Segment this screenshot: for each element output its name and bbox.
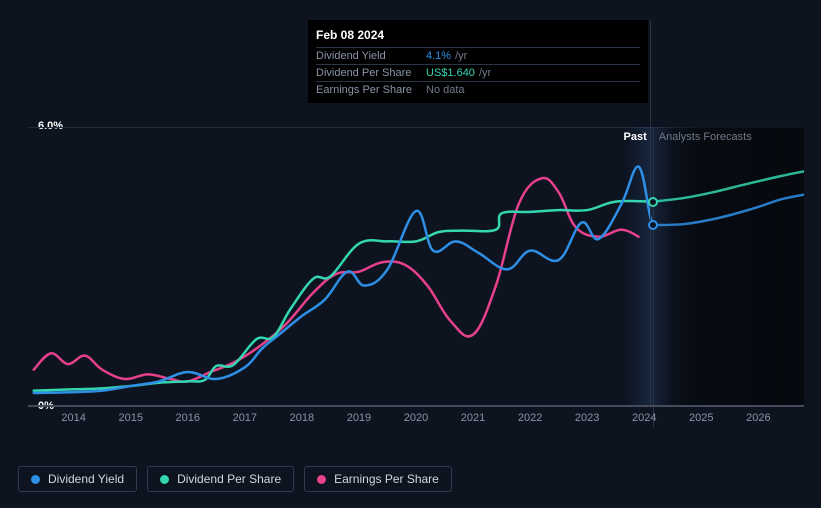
x-tick-label: 2014 — [61, 412, 85, 424]
legend-swatch — [317, 475, 326, 484]
tooltip-row-value: No data — [426, 84, 465, 96]
legend-item[interactable]: Dividend Per Share — [147, 466, 294, 492]
dividend-chart[interactable]: 6.0%0% Past Analysts Forecasts 201420152… — [18, 107, 804, 447]
tooltip-row-label: Dividend Per Share — [316, 67, 426, 79]
series-line — [34, 201, 653, 391]
x-tick-label: 2021 — [461, 412, 485, 424]
series-marker — [648, 197, 658, 207]
legend-swatch — [160, 475, 169, 484]
series-marker — [648, 220, 658, 230]
legend-item[interactable]: Earnings Per Share — [304, 466, 452, 492]
tooltip-row-value: 4.1%/yr — [426, 50, 467, 62]
tooltip-row: Dividend Per ShareUS$1.640/yr — [316, 64, 640, 81]
tooltip-row-label: Earnings Per Share — [316, 84, 426, 96]
x-tick-label: 2016 — [176, 412, 200, 424]
plot-area[interactable]: Past Analysts Forecasts — [28, 127, 804, 407]
x-tick-label: 2024 — [632, 412, 656, 424]
x-tick-label: 2023 — [575, 412, 599, 424]
series-line — [34, 167, 653, 393]
forecast-label: Analysts Forecasts — [653, 131, 752, 143]
legend: Dividend Yield Dividend Per Share Earnings… — [18, 466, 452, 492]
grid-baseline — [28, 405, 804, 407]
chart-svg — [28, 127, 804, 407]
past-divider — [653, 127, 654, 427]
tooltip-row: Earnings Per ShareNo data — [316, 81, 640, 98]
tooltip-row-value: US$1.640/yr — [426, 67, 491, 79]
legend-item[interactable]: Dividend Yield — [18, 466, 137, 492]
hover-line — [650, 20, 651, 407]
x-tick-label: 2015 — [118, 412, 142, 424]
tooltip-date: Feb 08 2024 — [316, 25, 640, 47]
x-tick-label: 2017 — [233, 412, 257, 424]
x-tick-label: 2025 — [689, 412, 713, 424]
x-tick-label: 2018 — [290, 412, 314, 424]
series-forecast-line — [653, 171, 804, 201]
x-tick-label: 2022 — [518, 412, 542, 424]
x-tick-label: 2019 — [347, 412, 371, 424]
series-line — [34, 178, 639, 382]
legend-label: Dividend Per Share — [177, 472, 281, 486]
hover-tooltip: Feb 08 2024 Dividend Yield4.1%/yrDividen… — [308, 20, 648, 103]
tooltip-row-label: Dividend Yield — [316, 50, 426, 62]
tooltip-row: Dividend Yield4.1%/yr — [316, 47, 640, 64]
legend-swatch — [31, 475, 40, 484]
legend-label: Dividend Yield — [48, 472, 124, 486]
x-axis: 2014 2015 2016 2017 2018 2019 2020 2021 2022 2023… — [28, 412, 804, 432]
legend-label: Earnings Per Share — [334, 472, 439, 486]
x-tick-label: 2020 — [404, 412, 428, 424]
x-tick-label: 2026 — [746, 412, 770, 424]
past-label: Past — [624, 131, 653, 143]
